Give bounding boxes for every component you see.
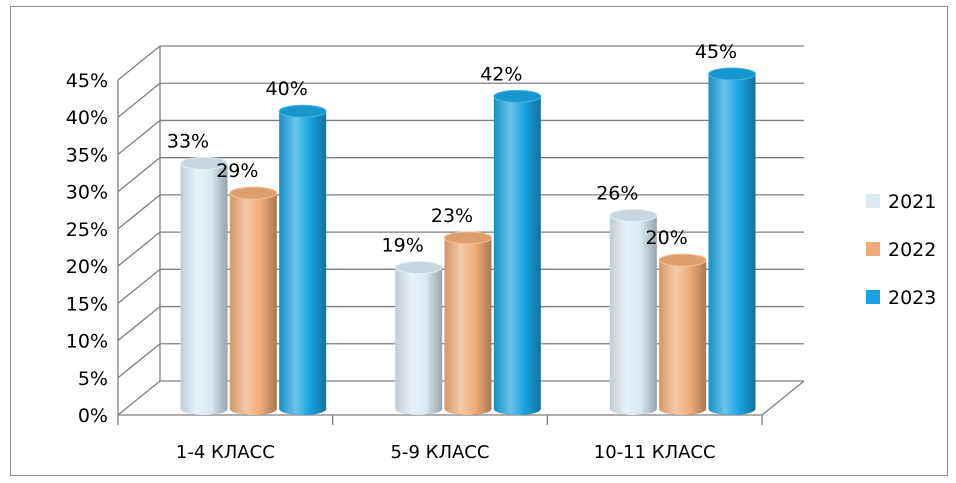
bar-body: [229, 193, 277, 415]
bar-body: [180, 163, 228, 416]
gridline-diag: [117, 119, 161, 155]
bar: [394, 261, 443, 416]
category-label: 10-11 КЛАСС: [594, 442, 716, 463]
y-tick-label: 20%: [66, 256, 108, 278]
data-labels: 33% 29% 40% 19% 23% 42% 26% 20% 45%: [167, 41, 737, 257]
y-tick-label: 30%: [66, 182, 108, 204]
bar: [609, 208, 658, 416]
gridline-diag: [117, 380, 161, 416]
y-tick-label: 35%: [66, 144, 108, 166]
y-tick-label: 5%: [78, 368, 108, 390]
data-label: 45%: [695, 41, 737, 63]
data-label: 40%: [266, 78, 308, 100]
y-tick-label: 40%: [66, 107, 108, 129]
gridline-diag: [117, 268, 161, 304]
bars: [180, 67, 756, 416]
bar-body: [659, 260, 707, 416]
data-label: 42%: [480, 63, 522, 85]
data-label: 19%: [382, 235, 424, 257]
y-tick-label: 10%: [66, 331, 108, 353]
legend-label: 2021: [888, 191, 936, 213]
category-label: 1-4 КЛАСС: [176, 442, 275, 463]
legend-label: 2022: [888, 239, 936, 261]
bar-top: [180, 156, 228, 170]
legend-swatch: [866, 290, 880, 304]
gridline-diag: [117, 231, 161, 267]
data-label: 29%: [216, 160, 258, 182]
data-label: 23%: [431, 205, 473, 227]
bar-body: [395, 267, 443, 416]
gridline-diag: [117, 82, 161, 118]
bar-body: [609, 215, 657, 416]
y-tick-label: 0%: [78, 405, 108, 427]
chart-frame: [10, 6, 948, 476]
legend: 2021 2022 2023: [866, 191, 936, 309]
data-label: 33%: [167, 130, 209, 152]
x-axis-categories: 1-4 КЛАСС 5-9 КЛАСС 10-11 КЛАСС: [117, 415, 763, 463]
bar-body: [444, 237, 492, 416]
bar-body: [279, 111, 327, 416]
bar-top: [658, 253, 707, 267]
gridline-diag: [117, 45, 161, 81]
gridline-diag: [117, 194, 161, 230]
bar-body: [708, 74, 756, 415]
y-tick-label: 15%: [66, 293, 108, 315]
bar: [229, 186, 278, 415]
legend-swatch: [866, 194, 880, 208]
bar-top: [394, 261, 443, 275]
bar: [708, 67, 756, 415]
category-label: 5-9 КЛАСС: [391, 442, 490, 463]
bar: [180, 156, 228, 416]
bar-top: [609, 208, 658, 222]
bar: [493, 89, 542, 415]
gridline-diag: [117, 157, 161, 193]
legend-label: 2023: [888, 287, 936, 309]
data-label: 20%: [646, 227, 688, 249]
bar: [658, 253, 707, 416]
bar-top: [444, 231, 492, 245]
legend-swatch: [866, 242, 880, 256]
bar: [444, 231, 492, 416]
gridline-diag: [117, 343, 161, 379]
y-axis-ticks: 0% 5% 10% 15% 20% 25% 30% 35% 40% 45%: [66, 70, 108, 427]
gridline-diag: [117, 306, 161, 342]
y-tick-label: 25%: [66, 219, 108, 241]
bar-top: [493, 89, 542, 103]
bar-top: [229, 186, 278, 200]
bar-top: [278, 104, 327, 118]
bar-body: [493, 96, 541, 415]
bar: [278, 104, 327, 416]
bar-top: [708, 67, 756, 81]
data-label: 26%: [596, 182, 638, 204]
y-tick-label: 45%: [66, 70, 108, 92]
